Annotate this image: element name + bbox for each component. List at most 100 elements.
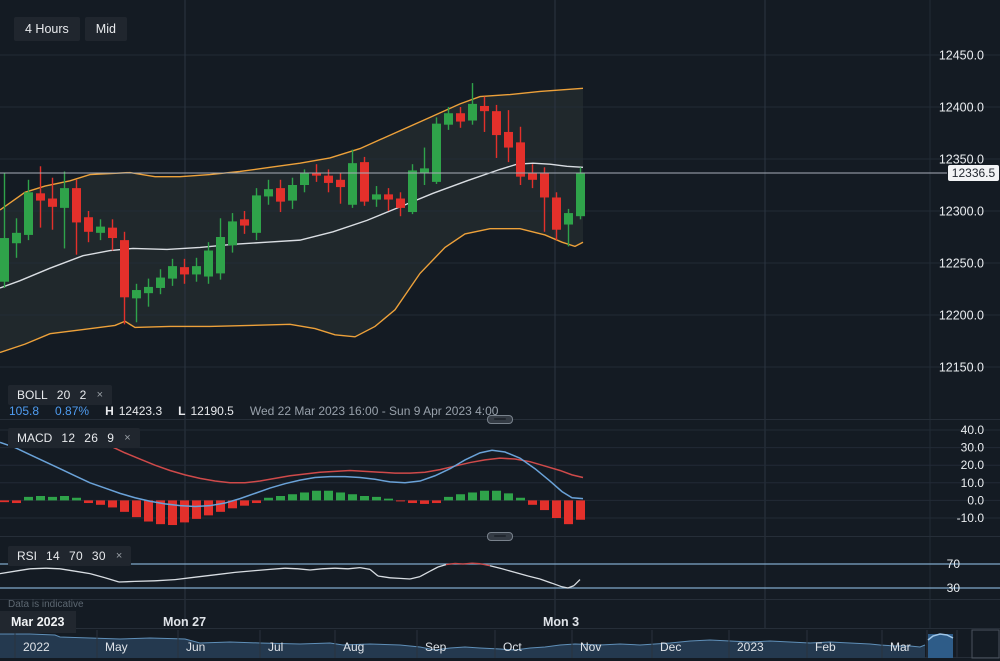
candle <box>396 192 405 217</box>
macd-panel: 40.0 30.0 20.0 10.0 0.0 -10.0 <box>0 423 1000 526</box>
boll-param-period: 20 <box>56 388 71 402</box>
candle <box>252 188 261 241</box>
rsi-line-segment <box>118 580 136 583</box>
candle-body <box>12 232 21 244</box>
candle <box>552 192 561 241</box>
candle-body <box>468 103 477 121</box>
candle <box>456 107 465 128</box>
macd-close-icon[interactable]: × <box>124 432 131 444</box>
candle <box>228 213 237 253</box>
candle <box>432 117 441 184</box>
candle <box>420 147 429 185</box>
boll-indicator-badge: BOLL 20 2 × <box>8 385 113 405</box>
macd-tick-label: -10.0 <box>957 511 985 525</box>
candle-body <box>432 123 441 182</box>
candle-body <box>348 163 357 205</box>
macd-histogram-bar <box>528 500 537 505</box>
rsi-line-segment <box>437 563 447 568</box>
candle-body <box>360 162 369 202</box>
candle <box>84 211 93 243</box>
rsi-line-segment <box>89 572 106 579</box>
navigator-selection-window[interactable] <box>928 634 953 658</box>
navigator-right-box[interactable] <box>971 629 1000 659</box>
rsi-param-period: 14 <box>46 549 60 563</box>
candle-body <box>84 217 93 232</box>
candle-body <box>120 240 129 298</box>
macd-histogram-bar <box>36 496 45 501</box>
macd-histogram-bar <box>468 492 477 501</box>
candle-body <box>564 213 573 225</box>
macd-histogram-bar <box>12 500 21 504</box>
rsi-line-segment <box>462 562 473 565</box>
candle <box>516 126 525 185</box>
macd-histogram-bar <box>252 500 261 504</box>
rsi-close-icon[interactable]: × <box>115 550 123 562</box>
candle-body <box>420 168 429 173</box>
chart-toolbar: 4 Hours Mid <box>14 17 127 41</box>
macd-histogram-bar <box>348 494 357 501</box>
candle <box>144 278 153 307</box>
rsi-line-segment <box>419 570 431 578</box>
macd-histogram-bar <box>432 500 441 504</box>
candle-body <box>384 194 393 200</box>
timeframe-button[interactable]: 4 Hours <box>14 17 80 41</box>
candle <box>528 164 537 189</box>
candle-body <box>552 197 561 230</box>
macd-param-slow: 26 <box>84 431 99 445</box>
candle <box>408 164 417 215</box>
date-range: Wed 22 Mar 2023 16:00 - Sun 9 Apr 2023 4… <box>249 404 499 418</box>
rsi-line-segment <box>334 567 349 570</box>
rsi-line-segment <box>567 584 575 589</box>
candle <box>504 110 513 163</box>
candle-body <box>408 170 417 213</box>
candle-body <box>0 238 9 282</box>
macd-param-signal: 9 <box>107 431 115 445</box>
rsi-line-segment <box>234 569 256 574</box>
macd-signal-line <box>94 438 584 484</box>
macd-histogram-bar <box>576 500 585 520</box>
candle <box>360 156 369 206</box>
macd-histogram-bar <box>384 498 393 501</box>
macd-histogram-bar <box>0 500 9 503</box>
candle-body <box>252 195 261 233</box>
nav-month-label: Jun <box>186 640 205 654</box>
macd-histogram-bar <box>504 493 513 501</box>
panel-resize-handle-rsi[interactable] <box>487 532 513 541</box>
candle <box>96 219 105 241</box>
rsi-line-segment <box>409 575 421 580</box>
candle <box>576 167 585 220</box>
candle-body <box>456 113 465 122</box>
rsi-line-segment <box>104 577 120 583</box>
macd-histogram-bar <box>480 490 489 501</box>
boll-close-icon[interactable]: × <box>96 389 104 401</box>
rsi-line-segment <box>214 571 236 576</box>
macd-histogram-bar <box>144 500 153 522</box>
candle-body <box>228 221 237 246</box>
rsi-line-segment <box>445 562 456 566</box>
price-gridlines: 12450.012400.012350.012300.012250.012200… <box>0 0 1000 628</box>
current-price-tag: 12336.5 <box>948 165 999 181</box>
rsi-line-segment <box>573 579 581 587</box>
time-axis-tick-mon3: Mon 3 <box>543 615 580 629</box>
panel-resize-handle-macd[interactable] <box>487 415 513 424</box>
candle <box>540 167 549 232</box>
macd-histogram-bar <box>324 490 333 501</box>
macd-histogram-bar <box>168 500 177 526</box>
rsi-line-segment <box>309 568 323 571</box>
candle-body <box>336 179 345 188</box>
price-tick-label: 12300.0 <box>939 205 984 219</box>
candle-body <box>264 189 273 197</box>
rsi-line-segment <box>377 575 391 579</box>
price-type-button[interactable]: Mid <box>84 17 127 41</box>
rsi-line-segment <box>269 567 286 571</box>
macd-histogram-bar <box>60 496 69 501</box>
candle <box>564 208 573 247</box>
rsi-line-segment <box>399 577 411 580</box>
rsi-line-segment <box>539 578 553 584</box>
macd-histogram-bar <box>360 496 369 501</box>
candle <box>48 177 57 230</box>
macd-tick-label: 30.0 <box>961 441 985 455</box>
candle-body <box>516 142 525 177</box>
candle-body <box>168 266 177 279</box>
